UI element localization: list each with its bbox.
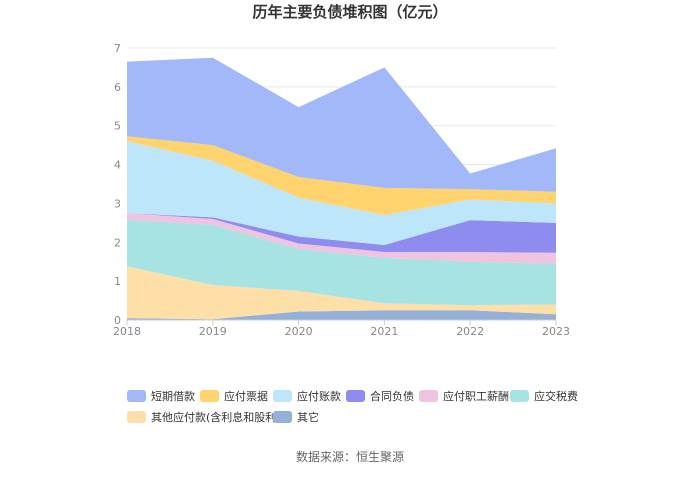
x-tick-label: 2021 bbox=[370, 325, 398, 338]
legend-swatch bbox=[273, 411, 292, 423]
area-series bbox=[127, 310, 556, 320]
area-series bbox=[127, 213, 556, 264]
legend-swatch bbox=[200, 390, 219, 402]
x-tick-label: 2018 bbox=[113, 325, 141, 338]
area-series bbox=[127, 141, 556, 245]
y-tick-label: 7 bbox=[114, 42, 121, 55]
y-axis: 0 1 2 3 4 5 6 7 bbox=[114, 42, 121, 327]
y-tick-label: 3 bbox=[114, 197, 121, 210]
legend-item[interactable]: 应付票据 bbox=[200, 389, 268, 403]
y-tick-label: 4 bbox=[114, 159, 121, 172]
chart-title: 历年主要负债堆积图（亿元） bbox=[252, 3, 447, 21]
legend-item[interactable]: 其它 bbox=[273, 410, 319, 424]
legend-label: 其它 bbox=[297, 410, 319, 424]
x-tick-label: 2020 bbox=[285, 325, 313, 338]
y-tick-label: 0 bbox=[114, 314, 121, 327]
x-tick-label: 2023 bbox=[542, 325, 570, 338]
legend-label: 其他应付款(含利息和股利) bbox=[151, 410, 281, 424]
legend-label: 短期借款 bbox=[151, 389, 195, 403]
area-series bbox=[127, 219, 556, 306]
legend-swatch bbox=[127, 411, 146, 423]
legend-swatch bbox=[273, 390, 292, 402]
legend-swatch bbox=[419, 390, 438, 402]
x-axis: 2018 2019 2020 2021 2022 2023 bbox=[113, 319, 570, 338]
y-tick-label: 5 bbox=[114, 120, 121, 133]
series-areas bbox=[127, 57, 556, 320]
legend-item[interactable]: 合同负债 bbox=[346, 389, 414, 403]
legend-item[interactable]: 应付职工薪酬 bbox=[419, 389, 509, 403]
area-series bbox=[127, 266, 556, 320]
y-tick-label: 1 bbox=[114, 275, 121, 288]
legend-label: 应交税费 bbox=[534, 389, 578, 403]
y-tick-label: 2 bbox=[114, 236, 121, 249]
x-tick-label: 2022 bbox=[456, 325, 484, 338]
x-tick-label: 2019 bbox=[199, 325, 227, 338]
legend-swatch bbox=[510, 390, 529, 402]
legend-item[interactable]: 短期借款 bbox=[127, 389, 195, 403]
area-series bbox=[127, 136, 556, 216]
legend-label: 应付职工薪酬 bbox=[443, 389, 509, 403]
legend-label: 应付票据 bbox=[224, 389, 268, 403]
y-tick-label: 6 bbox=[114, 81, 121, 94]
data-source: 数据来源：恒生聚源 bbox=[296, 449, 404, 464]
legend-item[interactable]: 应付账款 bbox=[273, 389, 341, 403]
legend-item[interactable]: 应交税费 bbox=[510, 389, 578, 403]
legend-label: 应付账款 bbox=[297, 389, 341, 403]
legend-swatch bbox=[346, 390, 365, 402]
legend-label: 合同负债 bbox=[370, 389, 414, 403]
area-series bbox=[127, 213, 556, 253]
legend-item[interactable]: 其他应付款(含利息和股利) bbox=[127, 410, 281, 424]
area-series bbox=[127, 57, 556, 192]
legend-swatch bbox=[127, 390, 146, 402]
